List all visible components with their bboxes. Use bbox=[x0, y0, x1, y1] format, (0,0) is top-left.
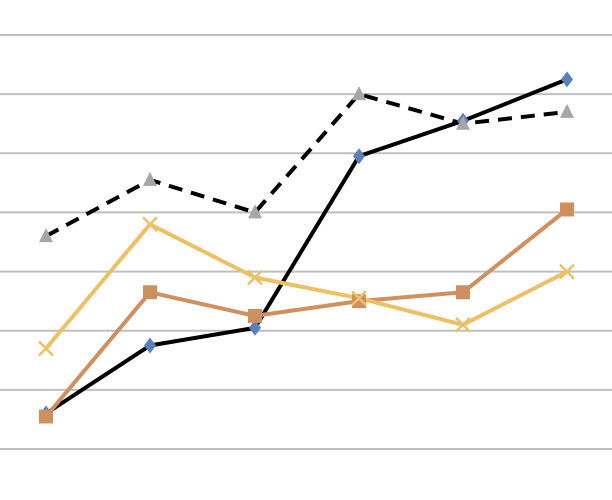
series-3-marker bbox=[247, 269, 263, 286]
series-3-line bbox=[44, 222, 568, 350]
series-2-marker bbox=[456, 285, 470, 300]
series-4-marker bbox=[456, 115, 470, 130]
series-markers bbox=[38, 71, 575, 424]
series-4-line bbox=[45, 92, 568, 238]
series-1-marker bbox=[561, 71, 573, 88]
series-2-marker bbox=[143, 285, 157, 300]
series-2-marker bbox=[39, 409, 53, 424]
series-3-marker bbox=[142, 216, 158, 233]
series-lines bbox=[44, 77, 569, 418]
series-1-marker bbox=[144, 337, 156, 354]
series-3-marker bbox=[559, 263, 575, 280]
series-3-marker bbox=[38, 340, 54, 357]
series-2-marker bbox=[560, 202, 574, 217]
series-2-marker bbox=[248, 308, 262, 323]
series-4-marker bbox=[352, 86, 366, 101]
series-4-marker bbox=[248, 204, 262, 219]
series-2-marker bbox=[352, 294, 366, 309]
series-2-line bbox=[44, 207, 569, 418]
series-1-line bbox=[44, 77, 568, 416]
series-4-marker bbox=[39, 228, 53, 243]
series-4-marker bbox=[143, 171, 157, 186]
series-1-marker bbox=[249, 319, 261, 336]
series-1-marker bbox=[353, 148, 365, 165]
series-4-marker bbox=[560, 103, 574, 118]
series-3-marker bbox=[455, 316, 471, 333]
series-3-marker bbox=[351, 290, 367, 307]
